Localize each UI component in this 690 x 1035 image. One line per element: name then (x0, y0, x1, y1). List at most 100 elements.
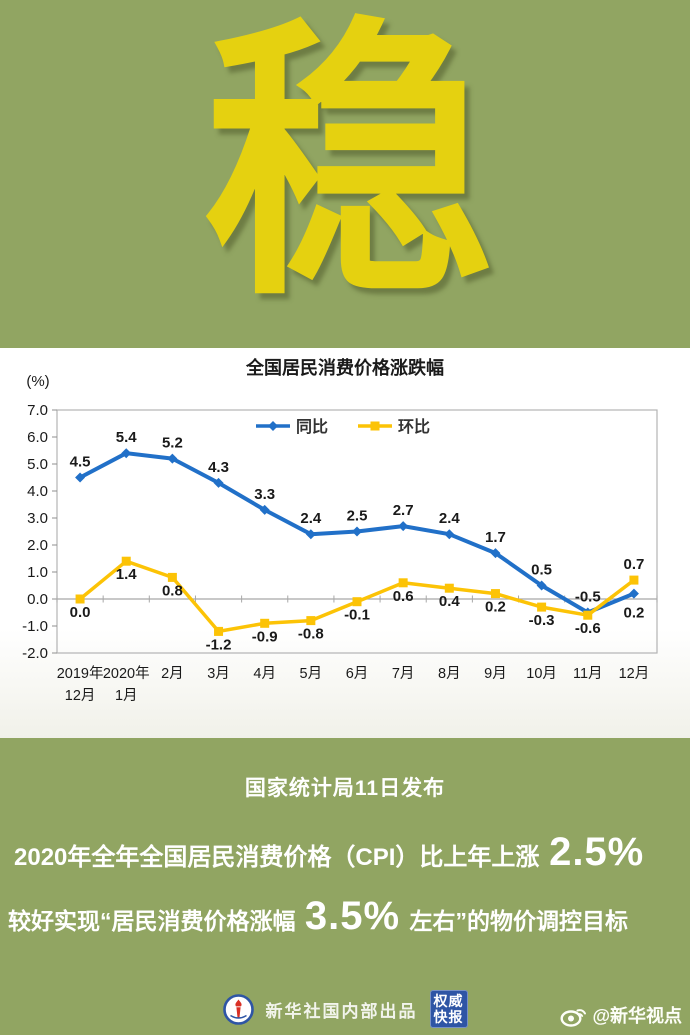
x-tick-label: 9月 (484, 666, 507, 682)
data-label: 4.3 (208, 459, 229, 476)
diamond-marker (536, 580, 547, 591)
weibo-credit: @新华视点 (560, 1002, 682, 1028)
data-label: -1.2 (206, 636, 232, 653)
diamond-marker (490, 548, 501, 559)
diamond-marker (398, 521, 409, 532)
data-label: 2.7 (393, 502, 414, 519)
data-label: 0.0 (70, 604, 91, 621)
data-label: 0.2 (485, 599, 506, 616)
target-stat-highlight: 3.5% (304, 894, 401, 938)
data-label: 4.5 (70, 454, 91, 471)
square-marker (260, 618, 270, 628)
badge-line-2: 快报 (433, 1009, 464, 1025)
weibo-handle: @新华视点 (592, 1006, 682, 1026)
chart-unit-label: (%) (26, 373, 49, 390)
data-label: 0.8 (162, 582, 183, 599)
square-marker (629, 575, 639, 585)
data-label: -0.1 (344, 607, 370, 624)
data-label: -0.6 (575, 620, 601, 637)
cpi-line-chart: 全国居民消费价格涨跌幅 (%) -2.0 -1.0 0.0 1.0 2.0 3.0 4.0 5.0… (22, 357, 658, 704)
y-tick-label: -1.0 (22, 618, 48, 635)
footer: 新华社国内部出品 权威 快报 (0, 988, 690, 1030)
x-tick-label: 12月 (619, 666, 650, 682)
data-label: -0.3 (529, 612, 555, 629)
square-marker (121, 556, 131, 566)
data-label: 5.4 (116, 429, 138, 446)
data-label: 1.7 (485, 529, 506, 546)
x-tick-label: 8月 (438, 666, 461, 682)
chart-title: 全国居民消费价格涨跌幅 (245, 357, 444, 378)
data-label: 0.7 (623, 556, 644, 573)
producer-label: 新华社国内部出品 (265, 1001, 418, 1021)
data-label: 1.4 (116, 566, 138, 583)
data-label: -0.9 (252, 628, 278, 645)
cpi-stat-line: 2020年全年全国居民消费价格（CPI）比上年上涨 2.5% (0, 828, 690, 882)
diamond-marker (268, 421, 278, 431)
badge-line-1: 权威 (433, 993, 464, 1009)
x-tick-label: 4月 (253, 666, 276, 682)
y-tick-label: 6.0 (27, 429, 48, 446)
authority-badge: 权威 快报 (429, 990, 468, 1028)
data-label: 0.6 (393, 588, 414, 605)
y-tick-label: -2.0 (22, 645, 48, 662)
y-tick-label: 1.0 (27, 564, 48, 581)
target-stat-line: 较好实现“居民消费价格涨幅 3.5% 左右”的物价调控目标 (0, 892, 690, 945)
data-label: 2.4 (300, 510, 322, 527)
x-tick-label: 10月 (526, 666, 557, 682)
data-label: 5.2 (162, 435, 183, 452)
x-tick-label: 7月 (392, 666, 415, 682)
legend-label: 环比 (398, 418, 430, 436)
xinhua-logo-icon (222, 993, 254, 1025)
y-tick-label: 7.0 (27, 402, 48, 419)
y-tick-label: 3.0 (27, 510, 48, 527)
data-label: -0.5 (575, 589, 601, 606)
square-marker (370, 421, 380, 431)
y-tick-label: 5.0 (27, 456, 48, 473)
x-tick-label: 2020年 1月 (103, 665, 150, 704)
diamond-marker (352, 526, 362, 537)
x-tick-label: 5月 (300, 666, 323, 682)
y-tick-label: 0.0 (27, 591, 48, 608)
square-marker (398, 578, 408, 588)
headline-char: 稳 (202, 0, 494, 334)
weibo-icon (560, 1008, 587, 1027)
cpi-stat-prefix: 2020年全年全国居民消费价格（CPI）比上年上涨 (14, 844, 547, 871)
x-tick-label: 6月 (346, 666, 369, 682)
data-label: 2.5 (347, 508, 368, 525)
data-label: 0.2 (623, 605, 644, 622)
y-tick-label: 2.0 (27, 537, 48, 554)
data-label: 0.4 (439, 593, 461, 610)
square-marker (167, 572, 177, 582)
x-tick-label: 2月 (161, 666, 184, 682)
square-marker (352, 597, 362, 607)
diamond-marker (628, 588, 639, 599)
y-tick-label: 4.0 (27, 483, 48, 500)
target-stat-prefix: 较好实现“居民消费价格涨幅 (8, 908, 302, 934)
target-stat-suffix: 左右”的物价调控目标 (403, 908, 628, 934)
x-tick-label: 2019年 12月 (57, 665, 104, 704)
x-tick-label: 3月 (207, 666, 230, 682)
cpi-chart-panel: 全国居民消费价格涨跌幅 (%) -2.0 -1.0 0.0 1.0 2.0 3.0 4.0 5.0… (0, 348, 690, 738)
diamond-marker (259, 504, 270, 515)
diamond-marker (305, 529, 316, 540)
release-caption: 国家统计局11日发布 (244, 777, 446, 800)
square-marker (537, 602, 547, 612)
data-label: -0.8 (298, 626, 324, 643)
diamond-marker (444, 529, 455, 540)
data-label: 3.3 (254, 486, 275, 503)
diamond-marker (75, 472, 86, 483)
x-tick-label: 11月 (573, 666, 603, 682)
diamond-marker (167, 453, 178, 464)
square-marker (75, 594, 85, 604)
cpi-stat-highlight: 2.5% (549, 830, 645, 874)
square-marker (583, 610, 593, 620)
diamond-marker (121, 448, 132, 459)
square-marker (490, 589, 500, 599)
data-label: 0.5 (531, 562, 552, 579)
data-label: 2.4 (439, 510, 461, 527)
legend-label: 同比 (296, 418, 328, 436)
diamond-marker (213, 477, 224, 488)
square-marker (444, 583, 454, 593)
square-marker (214, 626, 224, 636)
